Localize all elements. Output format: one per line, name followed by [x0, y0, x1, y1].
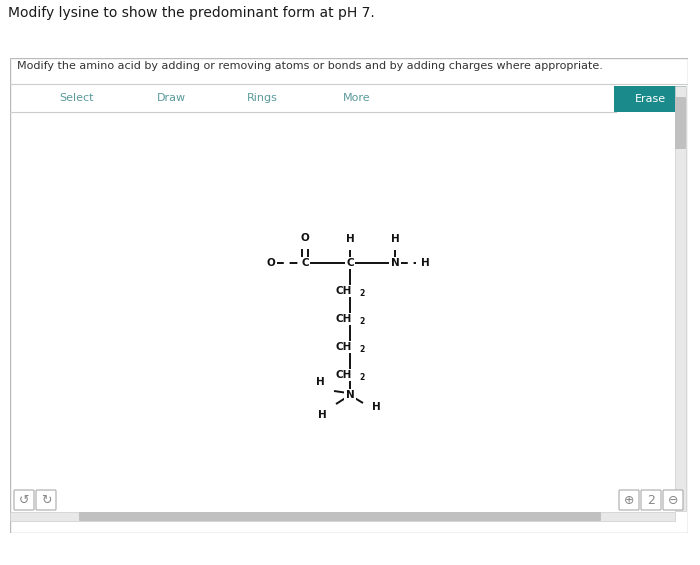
Text: O: O — [300, 233, 309, 243]
Text: CH: CH — [335, 314, 352, 324]
FancyBboxPatch shape — [663, 490, 683, 510]
Text: H: H — [421, 258, 430, 268]
Text: ↺: ↺ — [19, 493, 29, 506]
Text: Erase: Erase — [634, 94, 666, 104]
Text: N: N — [391, 258, 400, 268]
Text: Select: Select — [60, 93, 94, 103]
Text: 2: 2 — [359, 373, 364, 383]
Text: C: C — [346, 258, 354, 268]
Text: 2: 2 — [359, 346, 364, 354]
Text: H: H — [316, 377, 325, 387]
Text: Draw: Draw — [156, 93, 186, 103]
Text: N: N — [346, 390, 354, 400]
Text: 2: 2 — [359, 318, 364, 327]
Bar — [675, 86, 686, 511]
Text: CH: CH — [335, 342, 352, 352]
FancyBboxPatch shape — [79, 512, 601, 521]
Text: H: H — [391, 234, 400, 244]
FancyBboxPatch shape — [675, 97, 686, 149]
Text: C: C — [301, 258, 309, 268]
Text: O: O — [267, 258, 275, 268]
Text: H: H — [318, 410, 327, 420]
Text: ⊕: ⊕ — [624, 493, 634, 506]
Text: CH: CH — [335, 286, 352, 296]
Text: ↻: ↻ — [41, 493, 51, 506]
Text: CH: CH — [335, 370, 352, 380]
Text: H: H — [346, 234, 354, 244]
Text: H: H — [372, 402, 381, 412]
Text: 2: 2 — [359, 289, 364, 298]
Text: Modify lysine to show the predominant form at pH 7.: Modify lysine to show the predominant fo… — [8, 6, 374, 20]
FancyBboxPatch shape — [14, 490, 34, 510]
Text: ⊖: ⊖ — [668, 493, 678, 506]
FancyBboxPatch shape — [36, 490, 56, 510]
Text: More: More — [343, 93, 371, 103]
FancyBboxPatch shape — [641, 490, 661, 510]
Text: 2: 2 — [647, 493, 655, 506]
Bar — [10, 512, 675, 521]
Text: Modify the amino acid by adding or removing atoms or bonds and by adding charges: Modify the amino acid by adding or remov… — [17, 61, 603, 71]
Text: Rings: Rings — [246, 93, 277, 103]
Bar — [614, 86, 686, 112]
FancyBboxPatch shape — [619, 490, 639, 510]
